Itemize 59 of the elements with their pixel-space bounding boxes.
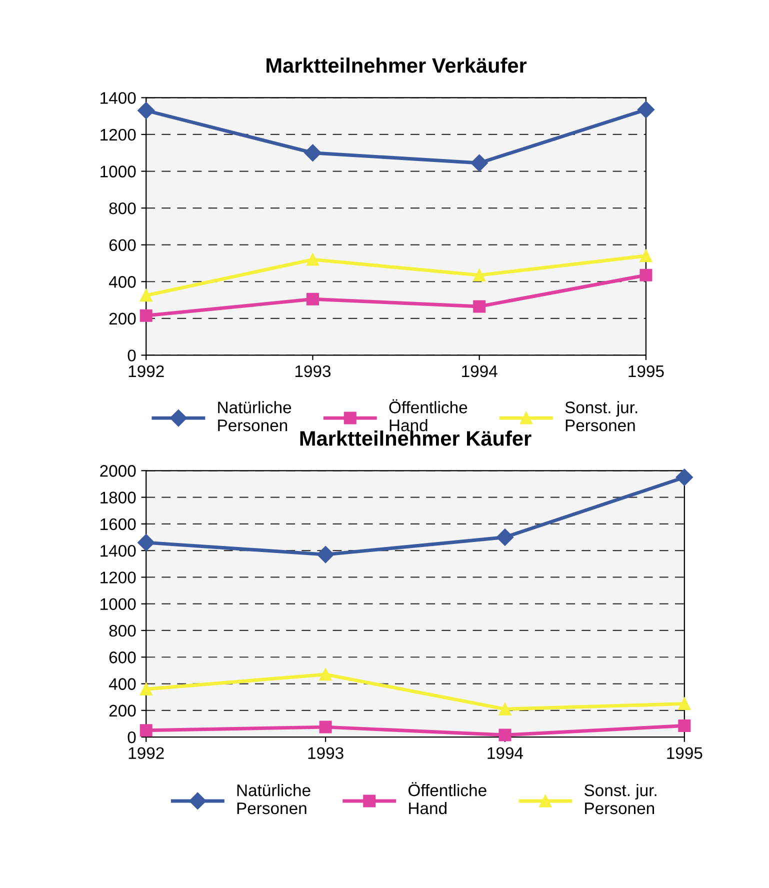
point xyxy=(138,534,155,552)
x-tick-label: 1993 xyxy=(308,747,344,760)
point xyxy=(306,292,319,306)
x-tick-label: 1995 xyxy=(628,365,664,378)
point xyxy=(496,528,514,546)
point xyxy=(140,682,152,696)
y-tick-label: 200 xyxy=(109,704,136,717)
point xyxy=(306,253,319,266)
point xyxy=(678,697,691,710)
point xyxy=(138,102,155,120)
legend-label: Öffentliche Hand xyxy=(389,399,468,432)
y-tick-label: 800 xyxy=(109,202,136,214)
y-tick-label: 0 xyxy=(128,350,136,362)
y-tick-label: 1600 xyxy=(100,518,136,530)
legend-label: Natürliche Personen xyxy=(218,401,292,432)
x-tick-label: 1992 xyxy=(128,747,164,760)
point xyxy=(319,668,332,681)
y-tick-label: 200 xyxy=(109,312,136,325)
point xyxy=(140,724,152,737)
point xyxy=(676,468,693,486)
point xyxy=(319,720,332,734)
x-tick-label: 1992 xyxy=(128,365,164,378)
y-tick-label: 1000 xyxy=(100,598,136,610)
y-tick-label: 800 xyxy=(109,624,136,637)
legend-label: Öffentliche Hand xyxy=(408,782,486,814)
legend-label: Natürliche Personen xyxy=(237,784,310,814)
y-tick-label: 600 xyxy=(109,652,136,664)
point xyxy=(470,154,488,172)
y-tick-label: 1200 xyxy=(100,572,136,584)
chart-title: Marktteilnehmer Verkäufer xyxy=(266,58,527,73)
point xyxy=(316,546,334,564)
y-tick-label: 1400 xyxy=(100,92,136,104)
y-tick-label: 1800 xyxy=(100,492,136,504)
y-tick-label: 600 xyxy=(109,239,136,252)
point xyxy=(678,719,691,732)
point xyxy=(140,309,152,322)
chart-title: Marktteilnehmer Käufer xyxy=(300,430,532,446)
point xyxy=(640,268,652,282)
point xyxy=(140,289,152,302)
y-tick-label: 1400 xyxy=(100,544,136,557)
y-tick-label: 400 xyxy=(108,678,136,690)
point xyxy=(473,300,486,313)
point xyxy=(498,728,512,742)
y-tick-label: 2000 xyxy=(100,465,136,477)
y-tick-label: 1200 xyxy=(100,128,136,141)
point xyxy=(637,101,655,118)
point xyxy=(473,268,486,282)
y-tick-label: 1000 xyxy=(100,166,136,178)
point xyxy=(640,250,652,262)
point xyxy=(304,144,322,162)
legend-label: Sonst. jur. Personen xyxy=(584,784,656,814)
point xyxy=(498,702,512,716)
x-tick-label: 1993 xyxy=(295,365,331,378)
x-tick-label: 1994 xyxy=(488,747,524,760)
legend-label: Sonst. jur. Personen xyxy=(565,401,638,432)
x-tick-label: 1994 xyxy=(462,365,498,378)
y-tick-label: 400 xyxy=(108,276,136,288)
y-tick-label: 0 xyxy=(128,731,136,744)
x-tick-label: 1995 xyxy=(667,747,702,760)
